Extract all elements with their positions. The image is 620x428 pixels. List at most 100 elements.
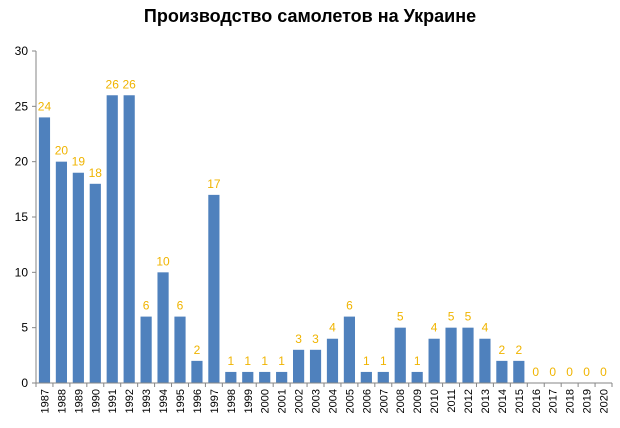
data-label: 1 (380, 354, 387, 368)
x-tick-label: 2015 (514, 389, 526, 413)
bar (428, 338, 440, 383)
bar (106, 95, 118, 384)
x-tick-label: 1993 (141, 389, 153, 413)
bar (343, 316, 356, 383)
data-label: 5 (465, 310, 472, 324)
bar (140, 316, 152, 383)
x-tick-label: 1987 (39, 389, 51, 413)
data-label: 0 (532, 365, 539, 379)
data-label: 2 (515, 343, 522, 357)
data-label: 0 (549, 365, 556, 379)
bar (462, 327, 474, 383)
data-label: 2 (499, 343, 506, 357)
bar (225, 371, 237, 383)
data-label: 17 (207, 177, 221, 191)
x-tick-label: 1991 (107, 389, 119, 413)
x-tick-label: 1995 (175, 389, 187, 413)
data-label: 26 (122, 77, 136, 91)
bar (174, 316, 186, 383)
data-label: 0 (583, 365, 590, 379)
x-tick-label: 2001 (277, 389, 289, 413)
data-label: 20 (55, 144, 69, 158)
x-tick-label: 1992 (124, 389, 136, 413)
x-tick-label: 1989 (73, 389, 85, 413)
x-tick-label: 2019 (582, 389, 594, 413)
data-label: 1 (363, 354, 370, 368)
x-tick-label: 2003 (311, 389, 323, 413)
bar (55, 161, 68, 383)
data-label: 0 (566, 365, 573, 379)
data-label: 1 (227, 354, 234, 368)
data-label: 4 (329, 321, 336, 335)
x-tick-label: 2012 (463, 389, 475, 413)
y-tick-label: 25 (15, 99, 29, 113)
bar (394, 327, 406, 383)
data-label: 3 (295, 332, 302, 346)
bar (123, 95, 135, 384)
bar (292, 349, 305, 383)
data-label: 6 (346, 299, 353, 313)
data-label: 26 (106, 77, 120, 91)
x-tick-label: 1999 (243, 389, 255, 413)
bars (38, 95, 525, 384)
y-tick-label: 10 (15, 265, 29, 279)
x-tick-label: 2000 (260, 389, 272, 413)
data-label: 1 (244, 354, 251, 368)
bar (72, 172, 84, 383)
x-tick-label: 2007 (378, 389, 390, 413)
data-label: 3 (312, 332, 319, 346)
bar (360, 371, 372, 383)
bar (496, 360, 508, 383)
data-label: 4 (482, 321, 489, 335)
data-label: 5 (397, 310, 404, 324)
data-label: 1 (261, 354, 268, 368)
x-tick-label: 1996 (192, 389, 204, 413)
x-tick-label: 2017 (548, 389, 560, 413)
x-tick-label: 1994 (158, 389, 170, 413)
bar (479, 338, 491, 383)
bar (157, 272, 169, 383)
x-tick-label: 1997 (209, 389, 221, 413)
data-label: 6 (177, 299, 184, 313)
x-tick-label: 2009 (412, 389, 424, 413)
bar (411, 371, 423, 383)
data-label: 0 (600, 365, 607, 379)
x-tick-label: 2004 (327, 389, 339, 413)
x-tick-label: 2008 (395, 389, 407, 413)
x-tick-label: 2018 (565, 389, 577, 413)
x-axis: 1987 1988 1989 1990 1991 1992 1993 1994 1995 1996… (35, 382, 613, 413)
bar (513, 360, 525, 383)
x-tick-label: 2006 (361, 389, 373, 413)
data-label: 1 (278, 354, 285, 368)
x-tick-label: 2005 (344, 389, 356, 413)
x-tick-label: 1998 (226, 389, 238, 413)
bar (259, 371, 271, 383)
bar (89, 183, 101, 383)
data-label: 5 (448, 310, 455, 324)
x-tick-label: 2002 (294, 389, 306, 413)
bar (309, 349, 322, 383)
bar (377, 371, 389, 383)
data-label: 10 (156, 254, 170, 268)
x-tick-label: 2020 (599, 389, 611, 413)
y-tick-label: 0 (21, 376, 28, 390)
x-tick-label: 2014 (497, 389, 509, 413)
data-label: 24 (38, 99, 52, 113)
x-tick-label: 2013 (480, 389, 492, 413)
y-tick-label: 20 (15, 155, 29, 169)
y-tick-label: 15 (15, 210, 29, 224)
bar (242, 371, 254, 383)
bar (38, 117, 51, 384)
bar (326, 338, 339, 383)
x-tick-label: 1988 (56, 389, 68, 413)
data-label: 19 (72, 155, 86, 169)
bar (445, 327, 457, 383)
data-label: 18 (89, 166, 103, 180)
data-label: 4 (431, 321, 438, 335)
x-tick-label: 2010 (429, 389, 441, 413)
x-tick-label: 2016 (531, 389, 543, 413)
chart-title: Производство самолетов на Украине (143, 6, 477, 26)
